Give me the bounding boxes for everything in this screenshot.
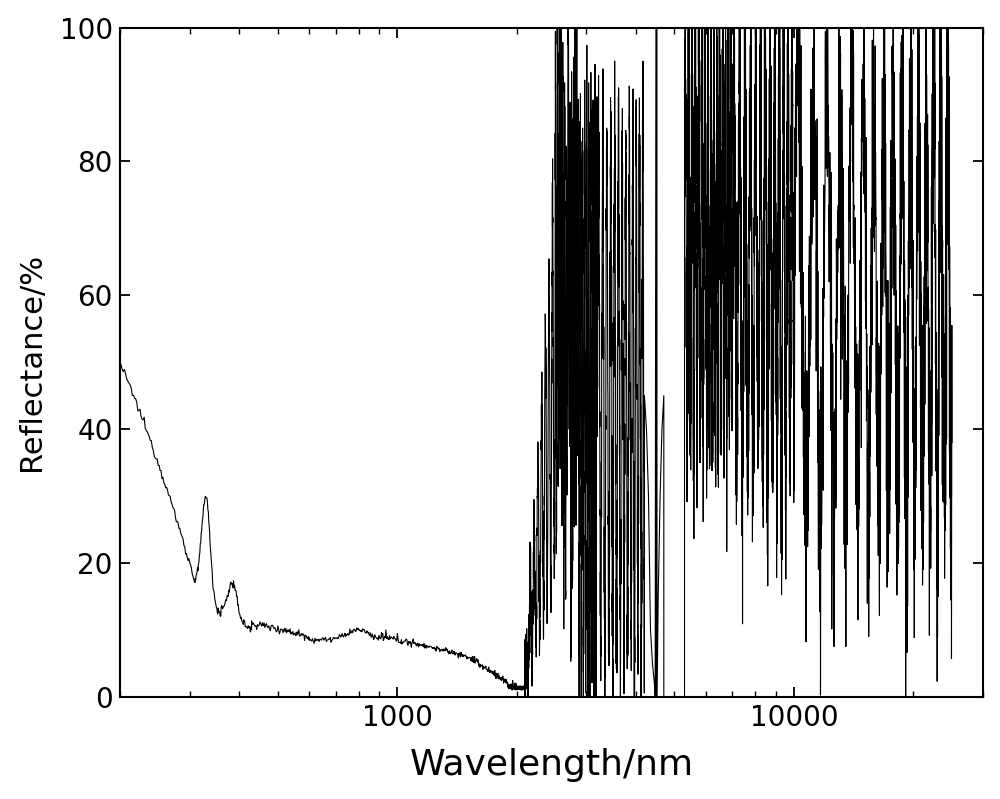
X-axis label: Wavelength/nm: Wavelength/nm <box>409 749 694 782</box>
Y-axis label: Reflectance/%: Reflectance/% <box>17 253 46 471</box>
